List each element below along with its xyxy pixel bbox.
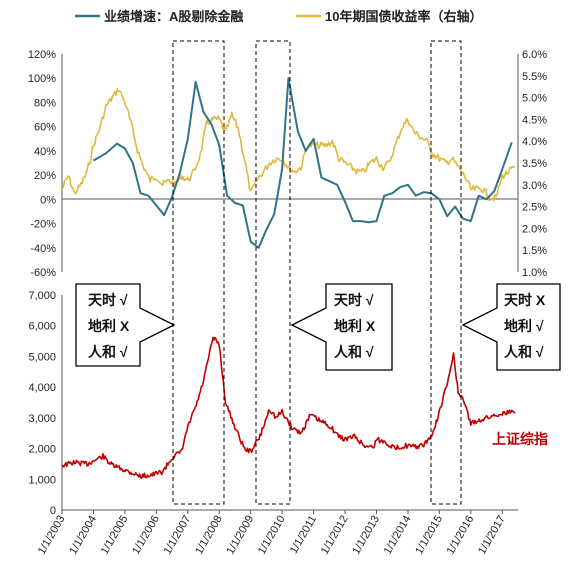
annotation-3-line-3: 人和 √ (504, 344, 544, 360)
top-right-y-tick-label: 2.0% (522, 223, 547, 235)
annotation-3-line-2: 地利 √ (504, 318, 544, 334)
series-layer (61, 77, 516, 479)
x-tick-label: 1/1/2012 (319, 514, 351, 557)
top-left-y-tick-label: 20% (34, 170, 56, 182)
top-right-y-tick-label: 4.0% (522, 136, 547, 148)
bottom-y-tick-label: 1,000 (28, 474, 56, 486)
top-right-y-tick-label: 5.0% (522, 93, 547, 105)
x-tick-label: 1/1/2004 (67, 514, 99, 557)
top-left-y-tick-label: 100% (28, 73, 56, 85)
top-left-y-tick-label: -40% (30, 243, 56, 255)
top-right-y-tick-label: 6.0% (522, 49, 547, 61)
bottom-y-tick-label: 6,000 (28, 321, 56, 333)
x-tick-label: 1/1/2006 (130, 514, 162, 557)
top-right-y-tick-label: 3.0% (522, 180, 547, 192)
annotation-arrow-left-shape (290, 283, 393, 371)
top-left-y-tick-label: 0% (40, 194, 56, 206)
bottom-y-ticks: 7,000 6,000 5,000 4,000 3,000 2,000 1,000 0 (28, 290, 56, 517)
x-tick-label: 1/1/2010 (256, 514, 288, 557)
x-tick-label: 1/1/2017 (476, 514, 508, 557)
top-left-y-tick-label: -20% (30, 219, 56, 231)
bottom-y-tick-label: 2,000 (28, 444, 56, 456)
x-tick-label: 1/1/2011 (288, 514, 319, 556)
top-left-y-ticks: 120% 100% 80% 60% 40% 20% 0% -20% -40% -60% (28, 49, 56, 279)
highlight-box-2015 (430, 40, 462, 505)
annotation-callout-1: 天时 √ 地利 X 人和 √ (75, 283, 176, 367)
bottom-y-tick-label: 3,000 (28, 413, 56, 425)
top-left-y-tick-label: 60% (34, 122, 56, 134)
annotation-callout-2: 天时 √ 地利 X 人和 √ (290, 283, 393, 371)
bond-yield-line (61, 88, 516, 202)
x-tick-label: 1/1/2003 (36, 514, 68, 557)
top-left-y-tick-label: 120% (28, 49, 56, 61)
top-left-y-tick-label: -60% (30, 267, 56, 279)
x-tick-label: 1/1/2016 (445, 514, 477, 557)
legend-label-earnings: 业绩增速：A股剔除金融 (104, 9, 243, 24)
bottom-y-tick-label: 0 (50, 505, 56, 517)
annotation-1-line-2: 地利 X (88, 318, 130, 334)
x-tick-label: 1/1/2007 (162, 514, 194, 557)
top-right-y-tick-label: 2.5% (522, 202, 547, 214)
earnings-growth-line (92, 77, 513, 249)
index-line (61, 336, 516, 479)
top-left-y-tick-label: 40% (34, 146, 56, 158)
top-right-y-tick-label: 3.5% (522, 158, 547, 170)
legend: 业绩增速：A股剔除金融 10年期国债收益率（右轴） (75, 9, 482, 24)
index-series-label: 上证综指 (492, 431, 548, 447)
annotation-2-line-3: 人和 √ (334, 344, 374, 360)
annotation-1-line-3: 人和 √ (88, 344, 128, 360)
bottom-y-tick-label: 4,000 (28, 382, 56, 394)
annotation-arrow-right-shape (75, 283, 176, 367)
x-tick-label: 1/1/2008 (193, 514, 225, 557)
x-tick-label: 1/1/2015 (413, 514, 445, 557)
highlight-box-2009 (255, 40, 291, 505)
x-tick-label: 1/1/2005 (99, 514, 131, 557)
annotation-2-line-1: 天时 √ (334, 292, 374, 308)
bottom-x-ticks: 1/1/2003 1/1/2004 1/1/2005 1/1/2006 1/1/2007… (36, 510, 508, 557)
annotation-3-line-1: 天时 X (504, 292, 546, 308)
bottom-y-tick-label: 7,000 (28, 290, 56, 302)
annotation-callout-3: 天时 X 地利 √ 人和 √ (461, 283, 561, 371)
top-left-y-tick-label: 80% (34, 97, 56, 109)
x-tick-label: 1/1/2009 (224, 514, 256, 557)
top-right-y-tick-label: 1.5% (522, 245, 547, 257)
top-right-y-tick-label: 1.0% (522, 267, 547, 279)
x-tick-label: 1/1/2013 (350, 514, 382, 557)
top-right-y-tick-label: 4.5% (522, 114, 547, 126)
top-right-y-ticks: 6.0% 5.5% 5.0% 4.5% 4.0% 3.5% 3.0% 2.5% 2.0% 1.5%… (522, 49, 547, 279)
annotation-arrow-left-shape (461, 283, 561, 371)
annotation-1-line-1: 天时 √ (88, 292, 128, 308)
highlight-box-2007 (172, 40, 225, 505)
bottom-y-tick-label: 5,000 (28, 351, 56, 363)
legend-label-bond: 10年期国债收益率（右轴） (325, 9, 482, 24)
top-right-y-tick-label: 5.5% (522, 71, 547, 83)
x-tick-label: 1/1/2014 (382, 514, 414, 557)
annotation-2-line-2: 地利 X (334, 318, 376, 334)
